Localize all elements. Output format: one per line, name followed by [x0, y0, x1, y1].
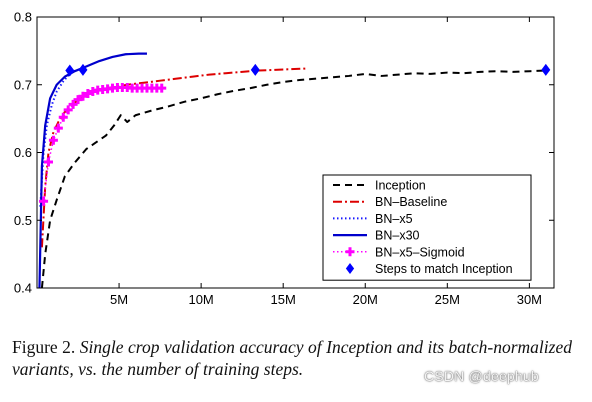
legend-swatch: [345, 247, 355, 257]
x-tick-label: 20M: [353, 292, 378, 307]
series-marker: [68, 99, 78, 109]
x-tick-label: 10M: [188, 292, 213, 307]
legend-swatch: [345, 263, 355, 274]
y-tick-label: 0.6: [14, 145, 32, 160]
series-marker: [73, 95, 83, 105]
series-marker: [157, 83, 167, 93]
x-tick-label: 25M: [435, 292, 460, 307]
series-2: [39, 69, 76, 207]
series-line: [38, 52, 147, 289]
legend-label: Inception: [375, 179, 426, 193]
legend-box: [322, 174, 532, 281]
series-marker: [43, 157, 53, 167]
series-marker: [83, 89, 93, 99]
legend-entry: Steps to match Inception: [345, 262, 513, 276]
series-marker: [63, 105, 73, 115]
x-tick-label: 30M: [517, 292, 542, 307]
series-marker: [65, 64, 75, 77]
series-marker: [541, 63, 551, 76]
caption-lead: Figure 2.: [12, 337, 76, 357]
y-tick-label: 0.4: [14, 281, 32, 296]
caption-body: Single crop validation accuracy of Incep…: [12, 337, 572, 379]
series-marker: [48, 135, 58, 145]
y-tick-label: 0.8: [14, 10, 32, 25]
legend-entry: BN–x5: [333, 212, 413, 226]
series-marker: [78, 63, 88, 76]
series-marker: [58, 112, 68, 122]
legend-label: BN–x5–Sigmoid: [375, 245, 465, 259]
legend-entry: Inception: [333, 179, 426, 193]
series-marker: [78, 91, 88, 101]
legend-entry: BN–x30: [333, 229, 420, 243]
series-0: [40, 69, 546, 289]
figure-caption: Figure 2. Single crop validation accurac…: [12, 336, 572, 380]
legend-entry: BN–x5–Sigmoid: [333, 245, 465, 259]
legend-label: BN–x5: [375, 212, 413, 226]
series-4: [39, 82, 167, 206]
y-tick-label: 0.5: [14, 213, 32, 228]
series-line: [40, 69, 546, 289]
x-tick-label: 5M: [110, 292, 128, 307]
series-line: [42, 86, 162, 202]
legend-entry: BN–Baseline: [333, 195, 447, 209]
series-marker: [53, 123, 63, 133]
y-tick-label: 0.7: [14, 77, 32, 92]
series-5: [65, 63, 551, 77]
legend-label: BN–Baseline: [375, 195, 447, 209]
series-marker: [39, 196, 49, 206]
watermark: CSDN @deephub: [424, 368, 539, 384]
series-line: [39, 69, 76, 207]
series-marker: [250, 63, 260, 76]
series-3: [38, 52, 147, 289]
legend-label: Steps to match Inception: [375, 262, 513, 276]
legend-label: BN–x30: [375, 229, 420, 243]
x-tick-label: 15M: [271, 292, 296, 307]
